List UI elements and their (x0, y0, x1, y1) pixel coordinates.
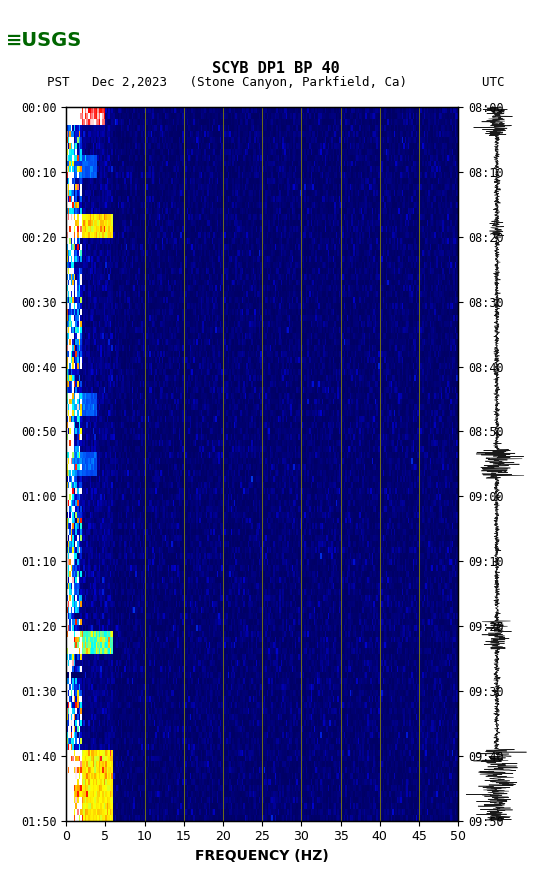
Text: ≡USGS: ≡USGS (6, 31, 82, 50)
Text: SCYB DP1 BP 40: SCYB DP1 BP 40 (212, 61, 340, 76)
Text: PST   Dec 2,2023   (Stone Canyon, Parkfield, Ca)          UTC: PST Dec 2,2023 (Stone Canyon, Parkfield,… (47, 76, 505, 89)
X-axis label: FREQUENCY (HZ): FREQUENCY (HZ) (195, 849, 329, 863)
